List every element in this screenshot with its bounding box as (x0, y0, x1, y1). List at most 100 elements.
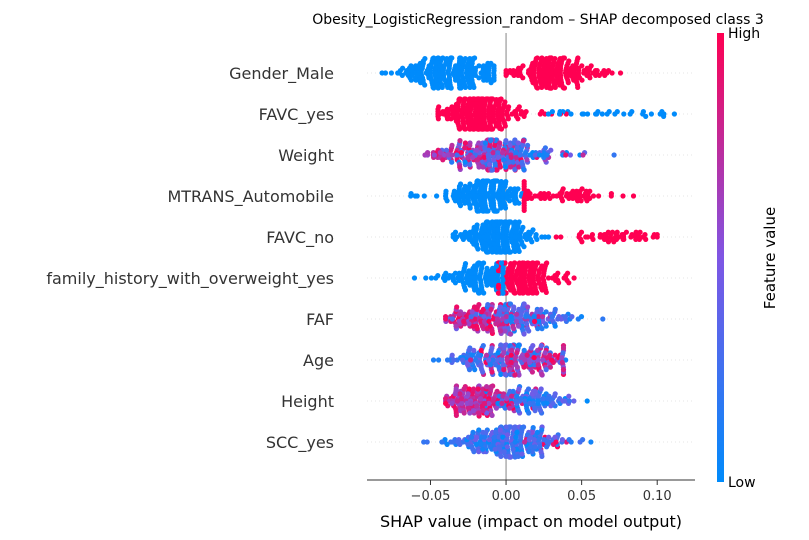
shap-point (519, 306, 525, 312)
shap-point (467, 275, 474, 281)
shap-point (557, 191, 563, 197)
shap-point (413, 77, 419, 83)
shap-point (531, 355, 537, 361)
shap-point (440, 157, 446, 163)
beeswarm-points (379, 55, 678, 460)
shap-point (560, 367, 567, 373)
shap-point (503, 72, 509, 78)
shap-point (480, 72, 486, 78)
shap-point (466, 125, 472, 131)
shap-point (472, 275, 478, 281)
shap-point (495, 111, 501, 117)
feature-label: Gender_Male (229, 64, 334, 84)
shap-point (423, 275, 429, 281)
shap-point (420, 80, 426, 86)
shap-point (545, 72, 551, 78)
shap-point (538, 386, 544, 392)
shap-point (488, 246, 495, 252)
shap-point (499, 357, 505, 363)
shap-point (487, 362, 494, 368)
shap-point (633, 229, 639, 235)
shap-point (510, 446, 516, 452)
shap-point (515, 116, 521, 122)
shap-point (490, 111, 496, 117)
shap-point (526, 449, 532, 455)
shap-point (487, 123, 493, 129)
shap-point (455, 191, 461, 197)
shap-point (471, 227, 477, 233)
shap-point (480, 408, 486, 414)
shap-point (512, 275, 519, 281)
shap-point (467, 205, 473, 211)
shap-point (464, 63, 471, 69)
shap-point (454, 234, 460, 240)
shap-point (519, 425, 525, 431)
shap-point (469, 77, 475, 83)
x-axis-title: SHAP value (impact on model output) (380, 512, 682, 531)
shap-point (465, 77, 471, 83)
shap-point (453, 323, 459, 329)
shap-point (541, 65, 547, 71)
shap-point (493, 429, 499, 435)
shap-point (534, 429, 541, 435)
shap-point (559, 359, 565, 365)
shap-point (539, 453, 545, 459)
shap-point (539, 427, 545, 433)
shap-point (527, 359, 533, 365)
shap-point (435, 55, 441, 61)
shap-point (507, 405, 513, 411)
shap-point (468, 65, 474, 71)
shap-point (588, 439, 594, 445)
shap-point (613, 232, 620, 238)
shap-point (475, 261, 481, 267)
shap-point (478, 280, 484, 286)
shap-point (513, 398, 519, 404)
shap-point (497, 328, 504, 334)
shap-point (516, 323, 522, 329)
shap-point (501, 367, 507, 373)
shap-point (541, 270, 547, 276)
shap-point (545, 396, 551, 402)
shap-point (444, 82, 450, 88)
shap-point (636, 236, 643, 242)
shap-point (506, 159, 512, 165)
shap-point (508, 359, 514, 365)
shap-point (457, 138, 463, 144)
shap-point (464, 352, 470, 358)
colorbar-title: Feature value (761, 207, 779, 309)
shap-point (421, 439, 427, 445)
shap-point (453, 408, 459, 414)
shap-point (538, 343, 545, 349)
shap-point (540, 396, 546, 402)
shap-point (462, 159, 468, 165)
shap-point (538, 306, 544, 312)
shap-point (525, 304, 531, 310)
shap-point (504, 109, 510, 115)
shap-point (475, 410, 482, 416)
shap-point (473, 441, 479, 447)
shap-point (504, 437, 510, 443)
shap-point (544, 152, 550, 158)
shap-point (590, 193, 597, 199)
shap-point (435, 85, 441, 91)
shap-point (465, 186, 472, 192)
shap-point (429, 80, 435, 86)
shap-point (443, 400, 449, 406)
shap-point (522, 398, 528, 404)
shap-point (579, 186, 585, 192)
shap-point (443, 270, 449, 276)
shap-point (545, 111, 552, 117)
shap-point (490, 150, 496, 156)
shap-point (464, 68, 470, 74)
shap-point (479, 323, 485, 329)
shap-point (467, 111, 473, 117)
shap-point (453, 412, 459, 418)
shap-point (449, 316, 455, 322)
shap-point (542, 350, 548, 356)
shap-point (465, 154, 471, 160)
shap-point (487, 137, 494, 143)
shap-point (486, 437, 492, 443)
shap-point (456, 318, 462, 324)
shap-point (533, 56, 539, 62)
shap-point (468, 106, 474, 112)
